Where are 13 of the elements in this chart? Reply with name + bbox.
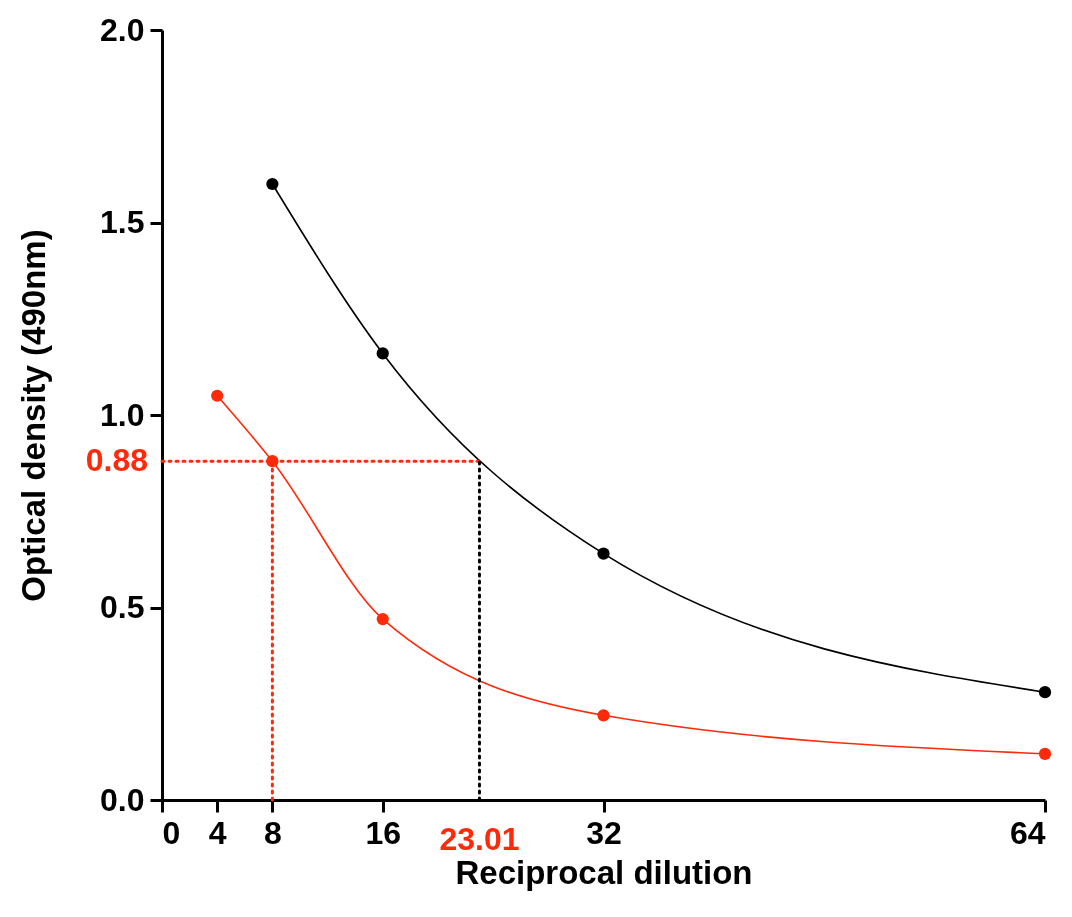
x-tick-label: 16	[365, 814, 402, 851]
y-tick-label: 0.5	[100, 589, 145, 625]
y-tick-label: 2.0	[100, 11, 145, 48]
x-tick-label: 32	[586, 814, 622, 851]
y-tick-label: 1.5	[100, 204, 145, 240]
x-tick-label: 8	[263, 814, 282, 851]
x-tick-label: 4	[208, 814, 227, 851]
x-tick-label: 0	[162, 814, 181, 851]
y-tick-label: 1.0	[100, 396, 145, 433]
ref-line-label: 0.88	[85, 442, 148, 479]
x-tick-label: 64	[1009, 814, 1046, 851]
y-tick-label: 0.0	[100, 781, 145, 818]
y-axis-title: Optical density (490nm)	[15, 229, 53, 602]
